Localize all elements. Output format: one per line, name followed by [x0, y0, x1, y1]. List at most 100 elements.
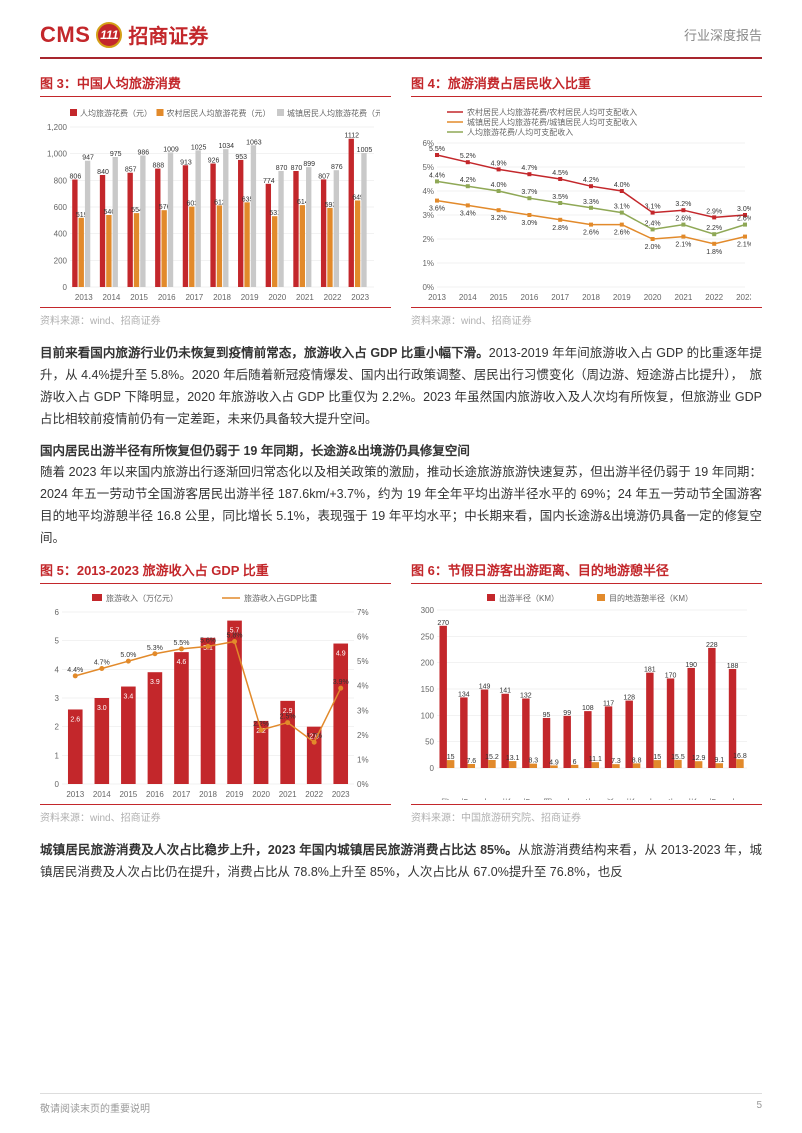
svg-text:4.0%: 4.0% [491, 182, 507, 189]
svg-text:1.7%: 1.7% [306, 733, 322, 740]
svg-text:0%: 0% [357, 780, 369, 789]
svg-text:600: 600 [54, 203, 68, 212]
para1-lead: 目前来看国内旅游行业仍未恢复到疫情前常态，旅游收入占 GDP 比重小幅下滑。 [40, 346, 489, 360]
svg-text:2%: 2% [422, 235, 434, 244]
svg-text:4.2%: 4.2% [583, 177, 599, 184]
svg-text:24春节: 24春节 [708, 798, 718, 800]
svg-text:2023: 2023 [332, 790, 350, 799]
svg-text:出游半径（KM）: 出游半径（KM） [499, 593, 559, 603]
svg-text:132: 132 [520, 692, 532, 699]
svg-text:2020: 2020 [268, 293, 286, 302]
svg-text:2022: 2022 [324, 293, 342, 302]
svg-text:22中秋: 22中秋 [605, 798, 615, 800]
svg-text:5.5%: 5.5% [173, 640, 189, 647]
svg-text:1,200: 1,200 [47, 123, 68, 132]
svg-text:2016: 2016 [146, 790, 164, 799]
svg-text:876: 876 [331, 164, 343, 171]
svg-text:23国庆: 23国庆 [687, 798, 697, 800]
svg-text:2018: 2018 [582, 293, 600, 302]
svg-text:2013: 2013 [75, 293, 93, 302]
svg-text:旅游收入占GDP比重: 旅游收入占GDP比重 [244, 593, 317, 603]
svg-text:3.4: 3.4 [123, 693, 133, 700]
svg-text:2019: 2019 [226, 790, 244, 799]
svg-text:2.6%: 2.6% [583, 230, 599, 237]
svg-text:0: 0 [430, 764, 435, 773]
svg-text:99: 99 [563, 710, 571, 717]
svg-text:22五一: 22五一 [564, 798, 573, 800]
svg-text:2016: 2016 [521, 293, 539, 302]
svg-text:2.2%: 2.2% [706, 225, 722, 232]
svg-text:23五一: 23五一 [647, 798, 656, 800]
svg-text:9.1: 9.1 [714, 757, 724, 764]
svg-text:2019: 2019 [241, 293, 259, 302]
svg-text:953: 953 [235, 154, 247, 161]
svg-text:3.0%: 3.0% [737, 206, 751, 213]
svg-text:2.8%: 2.8% [552, 225, 568, 232]
svg-text:4.9%: 4.9% [491, 160, 507, 167]
svg-text:24五一: 24五一 [730, 798, 739, 800]
svg-text:2014: 2014 [103, 293, 121, 302]
svg-text:3%: 3% [357, 706, 369, 715]
svg-text:4.7%: 4.7% [94, 659, 110, 666]
svg-text:913: 913 [180, 159, 192, 166]
svg-text:2019: 2019 [613, 293, 631, 302]
svg-text:181: 181 [644, 667, 656, 674]
svg-text:190: 190 [685, 662, 697, 669]
svg-text:7.3: 7.3 [611, 758, 621, 765]
figure-4-chart: 农村居民人均旅游花费/农村居民人均可支配收入城镇居民人均旅游花费/城镇居民人均可… [411, 103, 751, 303]
svg-text:23端午: 23端午 [667, 798, 677, 800]
svg-text:5.3%: 5.3% [147, 645, 163, 652]
svg-text:3.0%: 3.0% [521, 220, 537, 227]
svg-text:5%: 5% [422, 163, 434, 172]
svg-text:2.2%: 2.2% [253, 721, 269, 728]
svg-text:11.1: 11.1 [589, 756, 602, 763]
figure-3-chart: 人均旅游花费（元）农村居民人均旅游花费（元）城镇居民人均旅游花费（元）02004… [40, 103, 380, 303]
svg-text:19平均: 19平均 [439, 798, 449, 800]
figure-5-chart: 旅游收入（万亿元）旅游收入占GDP比重01234560%1%2%3%4%5%6%… [40, 590, 380, 800]
svg-text:15.2: 15.2 [485, 754, 499, 761]
para3-lead: 城镇居民旅游消费及人次占比稳步上升，2023 年国内城镇居民旅游消费占比达 85… [40, 843, 518, 857]
svg-text:128: 128 [623, 694, 635, 701]
svg-text:农村居民人均旅游花费/农村居民人均可支配收入: 农村居民人均旅游花费/农村居民人均可支配收入 [467, 107, 637, 117]
svg-text:975: 975 [110, 151, 122, 158]
svg-text:4.9: 4.9 [549, 759, 559, 766]
svg-text:2013: 2013 [66, 790, 84, 799]
svg-text:2018: 2018 [199, 790, 217, 799]
svg-text:1005: 1005 [357, 147, 373, 154]
svg-text:2017: 2017 [185, 293, 203, 302]
svg-text:3.2%: 3.2% [675, 201, 691, 208]
svg-text:150: 150 [421, 685, 435, 694]
svg-text:2.6: 2.6 [70, 716, 80, 723]
svg-text:2014: 2014 [93, 790, 111, 799]
svg-text:7%: 7% [357, 608, 369, 617]
svg-text:1034: 1034 [218, 143, 234, 150]
svg-text:4.2%: 4.2% [460, 177, 476, 184]
svg-text:1%: 1% [422, 259, 434, 268]
svg-text:4.5%: 4.5% [552, 170, 568, 177]
svg-text:0: 0 [63, 283, 68, 292]
svg-text:3.5%: 3.5% [552, 194, 568, 201]
svg-text:1: 1 [55, 751, 60, 760]
footer-page-number: 5 [756, 1100, 762, 1115]
page-footer: 敬请阅读末页的重要说明 5 [40, 1093, 762, 1115]
svg-text:22端午: 22端午 [584, 798, 594, 800]
svg-text:3.3%: 3.3% [583, 199, 599, 206]
svg-text:6: 6 [55, 608, 60, 617]
svg-text:16.8: 16.8 [733, 753, 747, 760]
svg-text:1,000: 1,000 [47, 150, 68, 159]
svg-text:2020: 2020 [644, 293, 662, 302]
svg-text:774: 774 [263, 178, 275, 185]
svg-text:6: 6 [573, 759, 577, 766]
svg-text:2.0%: 2.0% [645, 244, 661, 251]
svg-text:2015: 2015 [130, 293, 148, 302]
svg-text:2.1%: 2.1% [737, 242, 751, 249]
svg-text:2.9%: 2.9% [706, 208, 722, 215]
svg-text:5%: 5% [357, 657, 369, 666]
svg-text:3.9: 3.9 [150, 679, 160, 686]
svg-text:3.6%: 3.6% [429, 206, 445, 213]
svg-text:22国庆: 22国庆 [625, 798, 635, 800]
body-paragraph-3: 城镇居民旅游消费及人次占比稳步上升，2023 年国内城镇居民旅游消费占比达 85… [40, 840, 762, 884]
svg-text:8.3: 8.3 [528, 758, 538, 765]
svg-text:城镇居民人均旅游花费/城镇居民人均可支配收入: 城镇居民人均旅游花费/城镇居民人均可支配收入 [467, 117, 637, 127]
svg-text:人均旅游花费/人均可支配收入: 人均旅游花费/人均可支配收入 [467, 127, 573, 137]
